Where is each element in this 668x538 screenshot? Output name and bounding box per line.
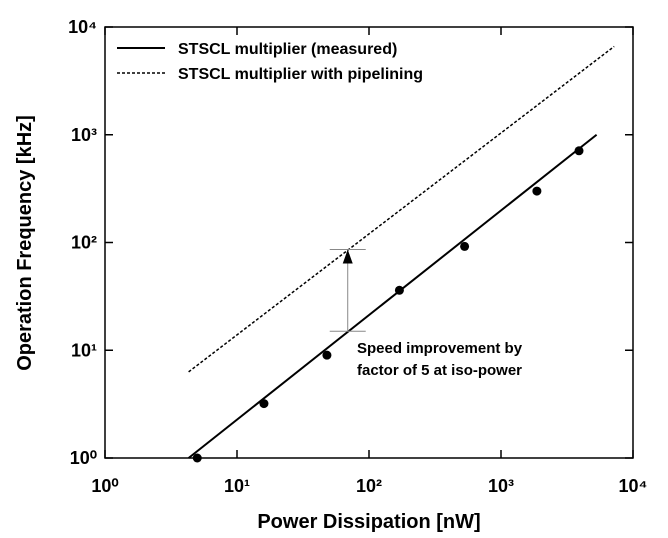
x-tick-label: 10² xyxy=(356,476,382,496)
plot-frame xyxy=(104,26,634,459)
data-point xyxy=(532,186,542,196)
data-point xyxy=(394,285,404,295)
y-tick-label: 10⁴ xyxy=(68,17,97,37)
x-tick-label: 10⁰ xyxy=(91,476,118,496)
data-point xyxy=(192,453,202,463)
arrow-head xyxy=(342,249,353,264)
data-point xyxy=(460,241,470,251)
legend-label: STSCL multiplier with pipelining xyxy=(178,66,423,83)
annotation: Speed improvement by xyxy=(357,340,523,357)
legend-label: STSCL multiplier (measured) xyxy=(178,41,397,58)
data-point xyxy=(259,399,269,409)
y-tick-label: 10³ xyxy=(71,125,97,145)
y-tick-label: 10² xyxy=(71,233,97,253)
x-tick-label: 10¹ xyxy=(224,476,250,496)
x-tick-label: 10³ xyxy=(488,476,514,496)
data-point xyxy=(322,350,332,360)
annotation: factor of 5 at iso-power xyxy=(357,362,522,379)
x-axis-label: Power Dissipation [nW] xyxy=(257,511,480,533)
y-tick-label: 10¹ xyxy=(71,340,97,360)
data-point xyxy=(574,146,584,156)
y-tick-label: 10⁰ xyxy=(70,448,97,468)
series-line xyxy=(188,45,615,373)
y-axis-label: Operation Frequency [kHz] xyxy=(14,115,36,371)
series-line xyxy=(187,133,598,459)
x-tick-label: 10⁴ xyxy=(619,476,648,496)
